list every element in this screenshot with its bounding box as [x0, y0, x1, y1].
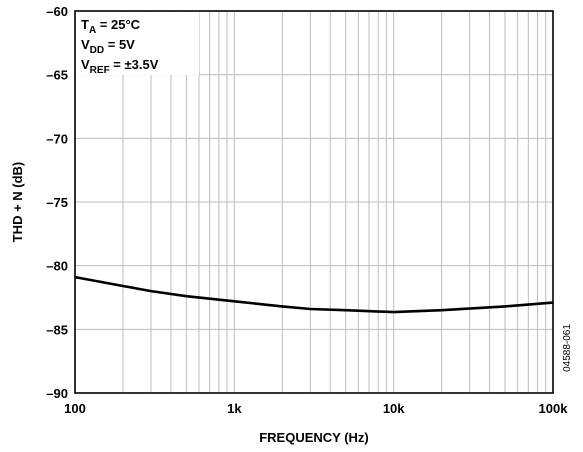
x-tick-label: 100: [64, 401, 86, 416]
y-tick-label: –90: [46, 386, 68, 401]
condition-annotation: TA = 25°C: [81, 17, 141, 36]
condition-annotation: VREF = ±3.5V: [81, 57, 159, 76]
y-axis-label: THD + N (dB): [10, 162, 25, 243]
y-tick-label: –65: [46, 68, 68, 83]
x-tick-label: 10k: [383, 401, 405, 416]
x-tick-label: 1k: [227, 401, 242, 416]
x-tick-label: 100k: [539, 401, 569, 416]
y-tick-label: –70: [46, 131, 68, 146]
y-tick-label: –85: [46, 322, 68, 337]
y-tick-label: –60: [46, 4, 68, 19]
figure-id: 04588-061: [562, 324, 573, 372]
grid-lines: [75, 11, 553, 393]
y-tick-label: –75: [46, 195, 68, 210]
condition-annotation: VDD = 5V: [81, 37, 135, 56]
annotation-background: [76, 12, 199, 75]
x-axis-label: FREQUENCY (Hz): [259, 430, 369, 445]
y-tick-label: –80: [46, 259, 68, 274]
plot-frame: [74, 10, 554, 394]
series-line: [74, 275, 554, 314]
